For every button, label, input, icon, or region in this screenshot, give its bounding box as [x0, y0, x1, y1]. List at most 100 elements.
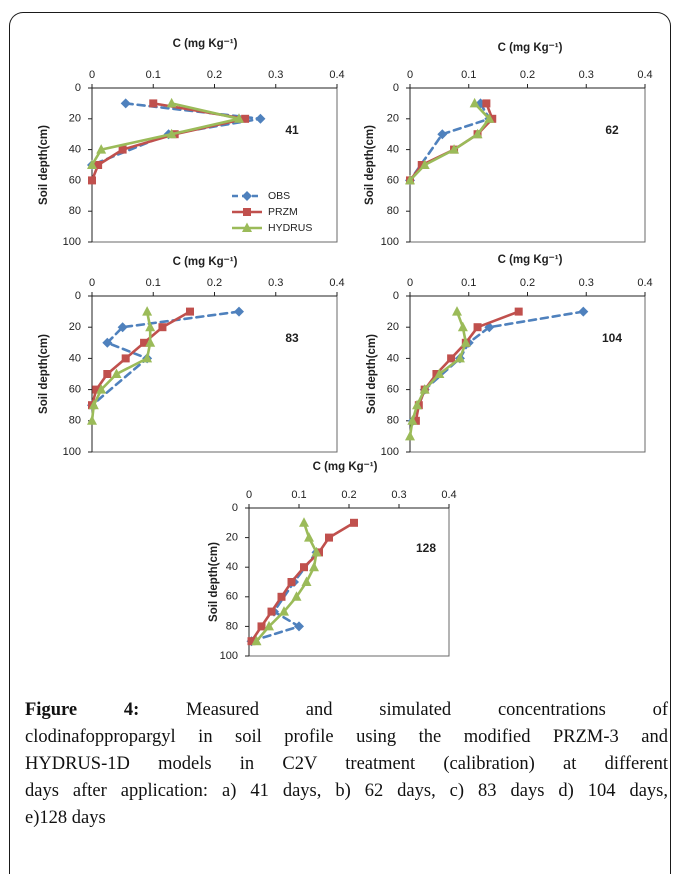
depth-profile-chart-5: 0 0.1 0.2 0.3 0.4 0 20 40 60 80 100 C (mg Kg⁻¹) Soil…: [208, 461, 457, 662]
caption-line-5: e)128 days: [25, 808, 106, 828]
y-tick-label: 100: [220, 650, 238, 662]
x-axis-title: C (mg Kg⁻¹): [313, 461, 378, 473]
x-tick-label: 0.2: [207, 69, 222, 81]
hydrus-point: [407, 415, 418, 425]
hydrus-point: [419, 384, 430, 394]
hydrus-point: [472, 128, 483, 139]
hydrus-point: [304, 532, 314, 542]
y-tick-label: 100: [63, 236, 81, 248]
y-tick-label: 60: [387, 384, 399, 396]
plot-area: [91, 295, 338, 453]
x-tick-label: 0.2: [520, 277, 535, 289]
x-tick-label: 0: [407, 277, 413, 289]
x-tick-label: 0.1: [461, 69, 476, 81]
series-hydrus: [405, 97, 495, 185]
y-tick-label: 80: [387, 415, 399, 427]
przm-point: [277, 592, 286, 601]
y-tick-label: 40: [69, 144, 81, 156]
przm-point: [300, 563, 308, 572]
y-tick-label: 40: [69, 352, 81, 364]
depth-profile-chart-3: 0 0.1 0.2 0.3 0.4 0 20 40 60 80 100 C (mg Kg⁻¹) Soil…: [38, 256, 345, 458]
hydrus-point: [412, 399, 423, 410]
hydrus-point: [460, 337, 471, 347]
hydrus-point: [96, 384, 107, 394]
caption-line-4: days after application: a) 41 days, b) 6…: [25, 781, 668, 801]
obs-point: [120, 98, 131, 109]
hydrus-point: [96, 144, 107, 154]
y-tick-label: 100: [63, 446, 81, 458]
y-tick-label: 60: [387, 174, 399, 186]
hydrus-point: [87, 415, 97, 425]
przm-point: [257, 622, 266, 631]
series-hydrus: [405, 306, 471, 441]
x-tick-label: 0.1: [291, 489, 306, 501]
obs-point: [578, 306, 589, 317]
legend-label: OBS: [268, 190, 290, 202]
hydrus-point: [434, 368, 445, 378]
hydrus-point: [142, 306, 153, 316]
przm-point: [241, 114, 250, 123]
hydrus-point: [469, 97, 480, 108]
caption-line-1: Figure 4: Measured and simulated concent…: [25, 697, 668, 724]
hydrus-point: [145, 321, 156, 332]
y-axis-title: Soil depth(cm): [364, 125, 376, 205]
y-tick-label: 0: [75, 290, 81, 302]
panel-label: 83: [285, 331, 299, 345]
przm-point: [482, 99, 491, 108]
legend-item-obs: OBS: [232, 190, 290, 202]
y-tick-label: 20: [69, 321, 81, 333]
caption-line-2: clodinafoppropargyl in soil profile usin…: [25, 727, 668, 747]
hydrus-point: [405, 430, 415, 441]
y-tick-label: 60: [226, 591, 238, 603]
depth-profile-chart-1: 0 0.1 0.2 0.3 0.4 0 20 40 60 80 100 C (mg Kg⁻¹) Soil…: [38, 38, 345, 248]
x-axis-title: C (mg Kg⁻¹): [498, 42, 563, 54]
y-tick-label: 80: [69, 205, 81, 217]
przm-point: [158, 323, 167, 332]
legend-marker: [243, 208, 251, 216]
obs-point: [102, 337, 113, 348]
x-tick-label: 0.3: [579, 69, 594, 81]
panel-label: 104: [602, 331, 622, 345]
przm-point: [432, 370, 441, 378]
obs-line: [408, 102, 491, 182]
figure-caption: Figure 4: Measured and simulated concent…: [25, 697, 668, 832]
x-tick-label: 0.4: [329, 277, 344, 289]
hydrus-point: [449, 144, 460, 154]
przm-point: [417, 161, 426, 169]
przm-point: [447, 354, 456, 363]
y-tick-label: 0: [393, 290, 399, 302]
legend-label: HYDRUS: [268, 222, 312, 234]
depth-profile-chart-4: 0 0.1 0.2 0.3 0.4 0 20 40 60 80 100 C (mg Kg⁻¹) Soil…: [366, 254, 653, 458]
hydrus-point: [405, 174, 415, 185]
przm-point: [140, 338, 149, 347]
x-tick-label: 0.1: [146, 277, 161, 289]
y-tick-label: 0: [393, 82, 399, 94]
hydrus-point: [452, 306, 462, 316]
y-tick-label: 80: [387, 205, 399, 217]
legend-label: PRZM: [268, 206, 298, 218]
przm-point: [149, 99, 158, 108]
hydrus-point: [309, 561, 319, 572]
przm-point: [514, 307, 523, 316]
obs-point: [234, 306, 244, 317]
przm-point: [267, 607, 276, 616]
legend-item-hydrus: HYDRUS: [232, 222, 312, 234]
y-tick-label: 20: [387, 321, 399, 333]
series-hydrus: [251, 517, 322, 646]
plot-area: [409, 295, 646, 453]
przm-point: [247, 637, 256, 646]
x-tick-label: 0.4: [637, 69, 652, 81]
przm-point: [103, 370, 112, 378]
x-axis-title: C (mg Kg⁻¹): [173, 256, 238, 268]
y-axis-title: Soil depth(cm): [38, 334, 50, 414]
x-tick-label: 0: [89, 277, 95, 289]
y-tick-label: 20: [226, 532, 238, 544]
series-hydrus: [87, 97, 244, 169]
x-tick-label: 0.1: [461, 277, 476, 289]
przm-point: [118, 145, 127, 154]
przm-point: [88, 176, 96, 185]
y-tick-label: 60: [69, 384, 81, 396]
y-tick-label: 0: [75, 82, 81, 94]
x-tick-label: 0: [89, 69, 95, 81]
